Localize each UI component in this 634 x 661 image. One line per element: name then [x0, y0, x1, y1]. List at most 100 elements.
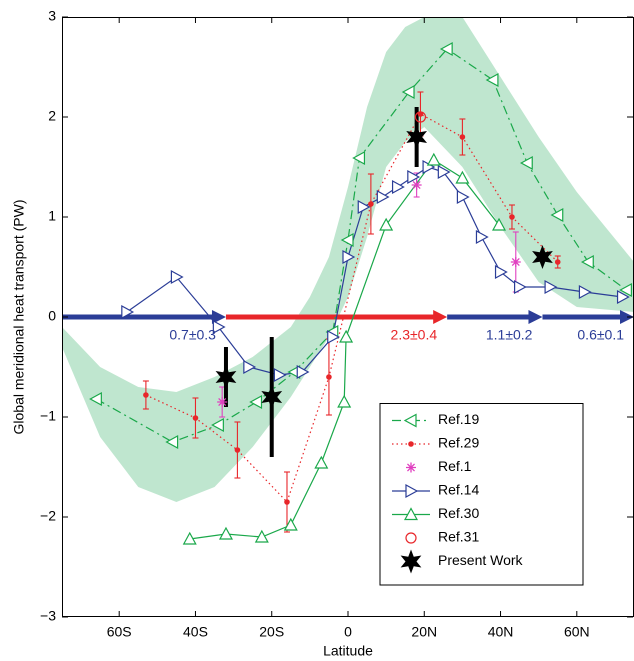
arrow-head [528, 310, 543, 324]
data-point [327, 329, 340, 345]
data-point [619, 282, 632, 298]
data-point [261, 385, 283, 409]
data-point [391, 179, 405, 195]
data-point [550, 207, 564, 223]
data-point [273, 367, 287, 383]
legend-label: Ref.30 [438, 505, 479, 521]
x-tick-label: 40S [183, 624, 208, 640]
data-point [89, 391, 102, 407]
legend-label: Ref.19 [438, 411, 479, 427]
legend-marker [405, 532, 417, 544]
data-point [217, 397, 228, 407]
data-point [192, 415, 199, 421]
data-point [215, 365, 237, 389]
data-point [254, 529, 269, 543]
data-point [234, 447, 241, 453]
legend-box [379, 403, 584, 586]
data-point [211, 417, 224, 433]
legend-label: Ref.1 [438, 458, 472, 474]
data-point [459, 134, 466, 140]
data-point [509, 214, 515, 220]
x-tick-label: 40N [488, 624, 514, 640]
arrow-label: 0.6±0.1 [577, 327, 624, 343]
data-point [578, 284, 592, 300]
data-point [519, 155, 533, 171]
data-point [544, 279, 558, 295]
legend-label: Ref.31 [438, 529, 479, 545]
data-point [249, 394, 263, 410]
data-point [121, 304, 135, 320]
legend-label: Present Work [438, 552, 524, 568]
data-point [532, 245, 553, 269]
data-point [314, 455, 329, 469]
data-point [439, 41, 453, 57]
data-point [342, 249, 356, 265]
data-point [456, 189, 470, 205]
data-point [491, 217, 507, 231]
data-point [283, 517, 298, 531]
data-point [284, 499, 290, 505]
x-axis-label: Latitude [323, 643, 373, 659]
arrow-head [433, 310, 448, 324]
data-point [426, 152, 441, 166]
data-point [513, 279, 527, 295]
data-point [379, 217, 394, 231]
y-tick-label: 0 [48, 308, 56, 324]
data-point [357, 199, 371, 215]
y-tick-label: −3 [40, 608, 56, 624]
legend-marker [406, 462, 416, 473]
data-point [143, 392, 149, 398]
legend-marker [405, 483, 419, 499]
data-point [485, 72, 499, 88]
legend: Ref.19 Ref.29 Ref.1 Ref.14 Ref.30 Ref.31 Prese… [379, 403, 584, 586]
data-point [437, 164, 451, 180]
arrow-label: 1.1±0.2 [486, 327, 533, 343]
data-point [340, 232, 354, 248]
legend-label: Ref.29 [438, 435, 479, 451]
y-tick-label: −2 [40, 508, 56, 524]
data-point [212, 319, 226, 335]
data-point [455, 170, 470, 184]
x-tick-label: 0 [344, 624, 352, 640]
data-point [510, 257, 521, 267]
data-point [494, 264, 508, 280]
plot-area [62, 17, 634, 545]
data-point [554, 259, 561, 265]
x-tick-label: 20N [411, 624, 437, 640]
data-point [170, 269, 184, 285]
data-point [376, 189, 390, 205]
legend-marker [400, 549, 422, 574]
data-point [406, 125, 428, 149]
data-point [580, 254, 594, 270]
data-point [296, 364, 310, 380]
data-point [182, 531, 197, 545]
data-point [414, 111, 427, 123]
data-point [411, 180, 422, 190]
arrow-head [211, 310, 226, 324]
legend-label: Ref.14 [438, 482, 479, 498]
data-point [368, 201, 374, 207]
data-point [218, 526, 233, 540]
arrow-label: 2.3±0.4 [391, 327, 438, 343]
y-tick-label: 1 [48, 208, 56, 224]
data-point [407, 169, 421, 185]
legend-marker [403, 413, 417, 428]
data-point [352, 150, 366, 166]
legend-marker [408, 441, 414, 447]
x-tick-label: 60N [564, 624, 590, 640]
x-tick-label: 60S [107, 624, 132, 640]
legend-marker [403, 507, 419, 521]
data-point [326, 374, 332, 380]
data-point [616, 289, 630, 305]
y-axis-label: Global meridional heat transport (PW) [11, 200, 27, 435]
data-point [243, 359, 257, 375]
y-tick-label: −1 [40, 408, 56, 424]
data-point [165, 434, 179, 450]
series-line [145, 113, 559, 504]
data-point [339, 329, 354, 343]
data-point [401, 84, 415, 100]
data-point [337, 394, 352, 408]
x-tick-label: 20S [259, 624, 284, 640]
y-tick-label: 3 [48, 8, 56, 24]
